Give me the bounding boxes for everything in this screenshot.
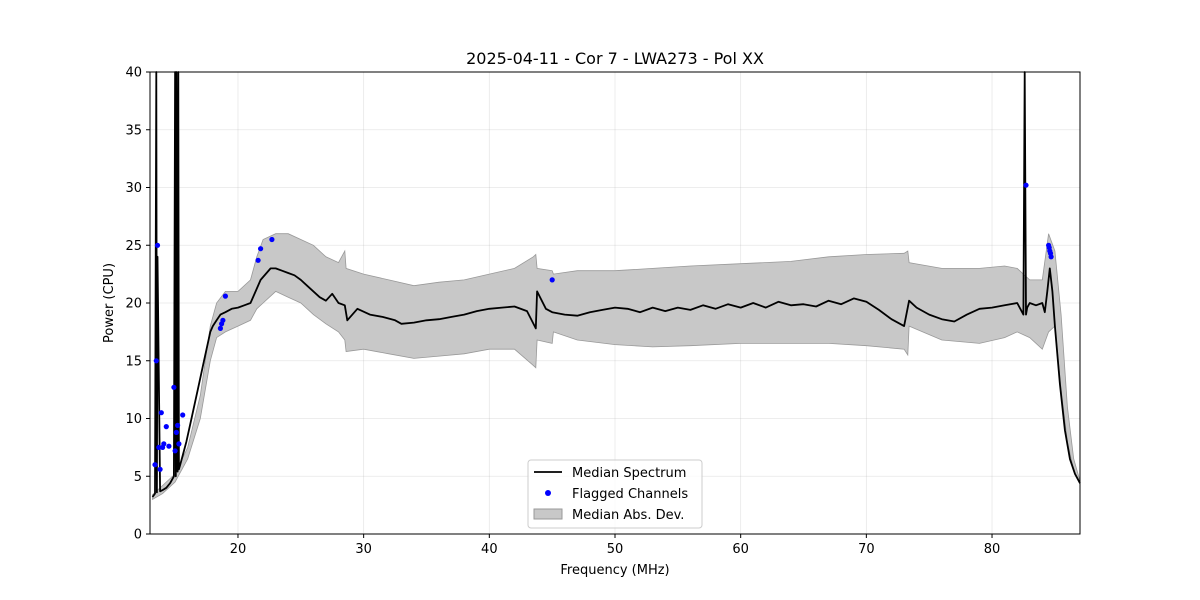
flagged-channel-point [1048,254,1054,260]
legend-mad-label: Median Abs. Dev. [572,508,684,523]
y-axis-label: Power (CPU) [102,263,117,343]
x-tick-label: 70 [858,542,875,557]
y-tick-label: 35 [125,123,142,138]
median-spectrum-layer [151,71,1081,498]
flagged-channel-point [157,466,163,472]
x-axis-label: Frequency (MHz) [560,563,669,578]
flagged-channel-point [173,429,179,435]
y-tick-label: 30 [125,181,142,196]
flagged-channel-point [176,441,182,447]
y-tick-label: 5 [134,470,142,485]
legend-box [527,459,703,529]
flagged-channel-point [153,358,159,364]
x-tick-label: 60 [732,542,749,557]
flagged-channel-point [156,444,162,450]
x-axis-ticks: 20 30 40 50 60 70 80 [230,534,1001,557]
x-tick-label: 50 [607,542,624,557]
flagged-channel-point [163,424,169,430]
legend-mad-patch [533,508,563,520]
legend-flagged-marker [545,490,551,496]
flagged-channel-point [255,257,261,263]
y-tick-label: 40 [125,66,142,81]
flagged-channel-point [161,441,167,447]
flagged-channel-point [158,410,164,416]
y-tick-label: 10 [125,412,142,427]
y-tick-label: 20 [125,297,142,312]
y-tick-label: 25 [125,239,142,254]
flagged-channels-layer [152,182,1054,472]
flagged-channel-point [1023,182,1029,188]
flagged-channel-point [175,422,181,428]
flagged-channel-point [166,443,172,449]
flagged-channel-point [171,384,177,390]
flagged-channel-point [152,462,158,468]
y-tick-label: 0 [134,528,142,543]
y-axis-ticks: 0 5 10 15 20 25 30 35 40 [125,66,150,543]
y-tick-label: 15 [125,354,142,369]
flagged-channel-point [180,412,186,418]
legend-flagged-label: Flagged Channels [572,487,688,502]
flagged-channel-point [172,448,178,454]
x-tick-label: 40 [481,542,498,557]
median-spectrum-line [151,71,1081,498]
x-tick-label: 30 [355,542,372,557]
x-tick-label: 20 [230,542,247,557]
flagged-channel-point [269,236,275,243]
flagged-channel-point [154,242,161,248]
flagged-channel-point [217,325,223,331]
legend-median-label: Median Spectrum [572,466,686,481]
flagged-channel-point [549,277,555,283]
flagged-channel-point [220,317,226,323]
flagged-channel-point [222,293,228,299]
legend: Median Spectrum Flagged Channels Median … [527,459,703,529]
flagged-channel-point [258,246,264,252]
chart-title: 2025-04-11 - Cor 7 - LWA273 - Pol XX [466,49,764,68]
x-tick-label: 80 [984,542,1001,557]
